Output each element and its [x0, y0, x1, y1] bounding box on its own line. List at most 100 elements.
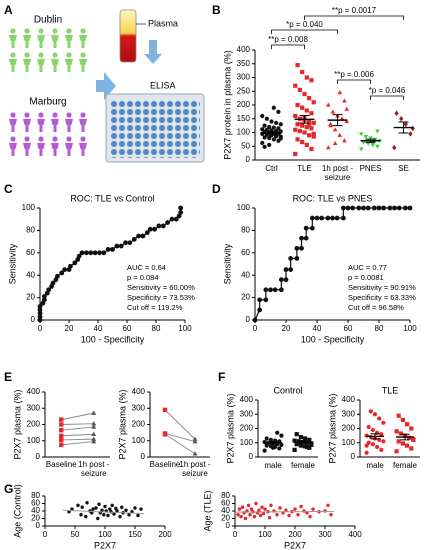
- data-point: [110, 247, 115, 252]
- y-tick-label: 100: [132, 436, 146, 445]
- data-point: [296, 513, 300, 517]
- data-point: [72, 260, 78, 266]
- error-bar: [370, 433, 380, 440]
- roc-note: p = 0.084: [127, 273, 159, 282]
- data-point: [409, 446, 414, 451]
- data-point: [162, 432, 168, 437]
- data-point: [307, 437, 312, 442]
- x-tick-label: 400: [348, 530, 362, 539]
- panel-letter: F: [218, 370, 225, 384]
- blood-tube: [119, 9, 137, 63]
- data-point: [97, 502, 101, 506]
- data-point: [118, 243, 124, 249]
- data-point: [337, 90, 343, 95]
- data-point: [330, 215, 335, 221]
- y-tick-label: 300: [240, 409, 254, 418]
- person-icon: [23, 28, 31, 48]
- data-point: [311, 131, 316, 136]
- data-point: [261, 511, 266, 516]
- category-label-box: TLE: [297, 164, 312, 173]
- data-point: [91, 421, 97, 426]
- data-point: [276, 126, 281, 131]
- data-point: [278, 287, 284, 293]
- data-point: [325, 215, 331, 221]
- panel-letter: D: [212, 182, 221, 196]
- data-point: [381, 205, 387, 211]
- data-point: [178, 205, 184, 211]
- cohort-label: Marburg: [29, 97, 66, 108]
- data-point: [271, 137, 276, 142]
- data-point: [396, 205, 402, 211]
- data-point: [332, 127, 338, 132]
- data-point: [307, 122, 312, 127]
- data-point: [307, 133, 312, 138]
- data-point: [267, 142, 272, 147]
- roc-note: Sensitivity = 60.00%: [127, 283, 195, 292]
- x-tick-label: 60: [344, 324, 353, 333]
- data-point: [372, 412, 378, 417]
- y-axis-label: P2X7 plasma (%): [12, 389, 22, 459]
- chart-title: ROC: TLE vs Control: [70, 193, 154, 203]
- data-point: [59, 442, 64, 448]
- y-tick-label: 80: [221, 491, 230, 500]
- y-tick-label: 20: [26, 293, 35, 302]
- data-point: [260, 113, 265, 119]
- data-point: [311, 120, 316, 125]
- data-point: [366, 424, 371, 430]
- chart-title: ROC: TLE vs PNES: [293, 193, 373, 203]
- x-tick-label: 200: [158, 530, 172, 539]
- person-icon: [51, 52, 59, 72]
- x-tick-label: Baseline: [149, 460, 181, 469]
- category-label-box: 1h post -seizure: [322, 164, 353, 182]
- data-point: [59, 422, 64, 427]
- data-point: [248, 513, 252, 517]
- data-point: [299, 245, 304, 251]
- y-tick-label: 300: [132, 403, 146, 412]
- person-icon: [23, 112, 31, 132]
- data-point: [358, 132, 364, 137]
- x-tick-label: female: [290, 461, 315, 470]
- data-point: [304, 75, 309, 80]
- data-point: [254, 501, 258, 506]
- person-icon: [51, 28, 59, 48]
- x-tick-label: 20: [65, 324, 74, 333]
- data-point: [91, 424, 97, 429]
- data-point: [59, 437, 64, 443]
- data-point: [84, 514, 88, 519]
- data-point: [262, 123, 267, 128]
- data-point: [300, 123, 305, 128]
- data-point: [294, 442, 299, 447]
- roc-note: AUC = 0.64: [127, 263, 166, 272]
- data-point: [402, 205, 408, 211]
- chart-title: TLE: [382, 385, 399, 395]
- pair-line: [61, 412, 94, 421]
- data-point: [392, 205, 397, 211]
- data-point: [112, 512, 116, 516]
- person-icon: [23, 52, 31, 72]
- data-point: [294, 432, 299, 437]
- data-point: [79, 513, 83, 517]
- person-icon: [51, 112, 59, 132]
- people-group: [9, 112, 87, 156]
- category-label-box: male: [264, 461, 281, 470]
- x-tick-label: 0: [253, 324, 258, 333]
- error-bar: [299, 114, 310, 124]
- data-point: [260, 140, 265, 146]
- data-point: [124, 508, 128, 512]
- data-point: [165, 220, 171, 225]
- data-point: [307, 96, 312, 101]
- data-point: [269, 503, 273, 508]
- panel-letter: G: [4, 482, 13, 496]
- data-point: [381, 420, 386, 425]
- data-point: [84, 250, 89, 256]
- data-point: [114, 506, 118, 511]
- data-point: [88, 250, 94, 256]
- data-point: [356, 205, 362, 211]
- x-axis-label: 100 - Specificity: [81, 334, 145, 344]
- person-icon: [23, 136, 31, 156]
- error-bar: [365, 138, 376, 143]
- data-point: [279, 433, 284, 438]
- person-icon: [9, 28, 17, 48]
- y-tick-label: 150: [237, 114, 251, 123]
